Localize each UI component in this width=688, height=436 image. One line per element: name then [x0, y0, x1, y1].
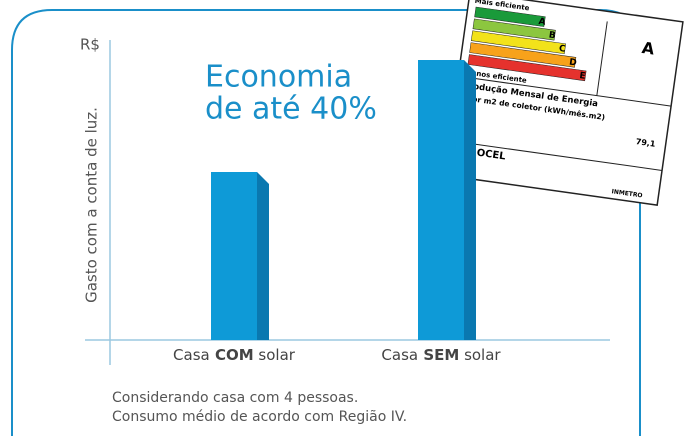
x-tick-word: Casa [173, 346, 210, 364]
bar-side [464, 60, 476, 340]
grade-letter: C [558, 44, 566, 55]
grade-letter: B [548, 30, 556, 41]
grade-bar [474, 6, 546, 27]
note: Consumo médio de acordo com Região IV. [112, 409, 407, 425]
grade-bar [470, 30, 567, 55]
label-rating: A [641, 38, 657, 59]
label-divider [458, 75, 672, 107]
grade-bar [469, 42, 577, 68]
x-tick-label: Casa SEM solar [381, 346, 501, 364]
bar-side [257, 172, 269, 340]
grade-bar [467, 54, 587, 82]
x-tick-word: solar [459, 346, 501, 364]
bar [418, 60, 464, 340]
note: Considerando casa com 4 pessoas. [112, 390, 358, 406]
label-divider [449, 140, 663, 171]
label-value: 79,1 [635, 137, 656, 149]
label-divider [596, 21, 608, 96]
x-tick-word: Casa [381, 346, 418, 364]
annotation: de até 40% [205, 92, 377, 127]
grade-letter: D [568, 58, 577, 69]
annotation: Economia [205, 60, 352, 95]
x-tick-label: Casa COM solar [173, 346, 296, 364]
x-tick-word: solar [254, 346, 296, 364]
grade-letter: A [538, 17, 546, 28]
grade-bar [472, 18, 556, 41]
grade-letter: E [579, 71, 586, 82]
x-tick-word: COM [210, 346, 254, 364]
label-agency: INMETRO [611, 188, 643, 199]
bar [211, 172, 257, 340]
energy-label: Mais eficiente Menos eficiente Produção … [443, 0, 684, 206]
y-unit: R$ [80, 36, 100, 54]
x-tick-word: SEM [418, 346, 459, 364]
y-axis-label: Gasto com a conta de luz. [83, 107, 101, 303]
